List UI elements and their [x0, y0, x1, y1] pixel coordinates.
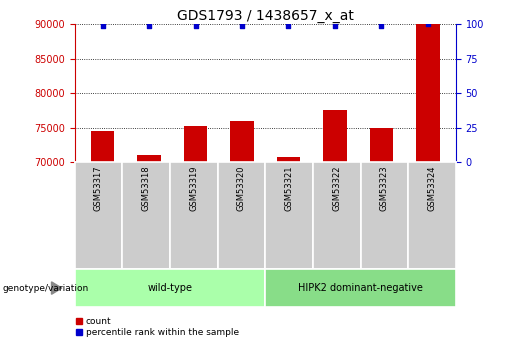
Polygon shape — [52, 282, 62, 294]
Text: HIPK2 dominant-negative: HIPK2 dominant-negative — [298, 283, 423, 293]
Bar — [230, 121, 253, 162]
Text: GSM53317: GSM53317 — [94, 165, 103, 211]
Point — [424, 21, 432, 27]
Bar — [277, 157, 300, 162]
Text: GSM53323: GSM53323 — [380, 165, 389, 211]
Text: GSM53319: GSM53319 — [190, 165, 198, 211]
Text: GSM53322: GSM53322 — [332, 165, 341, 211]
Title: GDS1793 / 1438657_x_at: GDS1793 / 1438657_x_at — [177, 9, 354, 23]
Bar — [184, 126, 207, 162]
Point — [284, 23, 293, 28]
Text: genotype/variation: genotype/variation — [3, 284, 89, 293]
Point — [145, 23, 153, 28]
Text: GSM53318: GSM53318 — [142, 165, 150, 211]
Bar — [138, 155, 161, 162]
Point — [98, 23, 107, 28]
Text: wild-type: wild-type — [147, 283, 193, 293]
Point — [377, 23, 386, 28]
Bar — [323, 110, 347, 162]
Bar — [370, 128, 393, 162]
Point — [238, 23, 246, 28]
Bar — [91, 131, 114, 162]
Point — [192, 23, 200, 28]
Text: GSM53324: GSM53324 — [427, 165, 436, 211]
Legend: count, percentile rank within the sample: count, percentile rank within the sample — [72, 314, 243, 341]
Point — [331, 23, 339, 28]
Text: GSM53320: GSM53320 — [237, 165, 246, 211]
Text: GSM53321: GSM53321 — [285, 165, 294, 211]
Bar — [416, 24, 439, 162]
